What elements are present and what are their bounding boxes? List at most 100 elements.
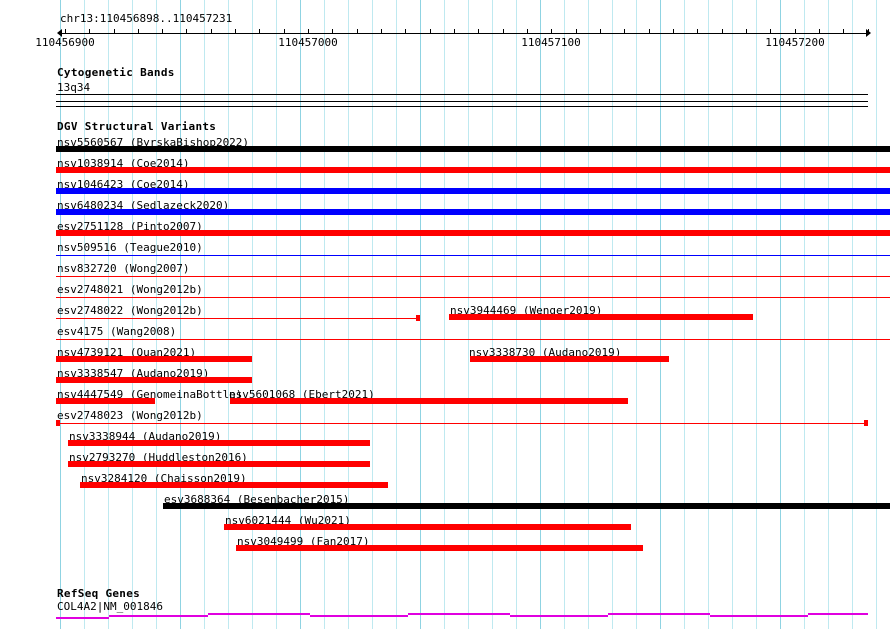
gene-label-col4a2[interactable]: COL4A2|NM_001846 xyxy=(57,600,163,613)
variant-label[interactable]: esv2748023 (Wong2012b) xyxy=(57,409,203,422)
cytoband-bar[interactable] xyxy=(56,94,868,95)
variant-label[interactable]: nsv3944469 (Wenger2019) xyxy=(450,304,603,317)
axis-tick xyxy=(138,29,139,34)
variant-label[interactable]: nsv3284120 (Chaisson2019) xyxy=(81,472,247,485)
variant-bar[interactable] xyxy=(230,398,628,404)
axis-tick-label: 110457000 xyxy=(278,36,338,49)
gene-segment[interactable] xyxy=(310,615,408,617)
axis-tick xyxy=(697,29,698,34)
axis-tick xyxy=(624,29,625,34)
axis-tick xyxy=(454,29,455,34)
variant-line[interactable] xyxy=(56,276,890,277)
variant-endpoint-marker[interactable] xyxy=(56,420,60,426)
variant-line[interactable] xyxy=(56,297,890,298)
axis-tick xyxy=(235,29,236,34)
axis-tick xyxy=(551,29,552,34)
variant-bar[interactable] xyxy=(470,356,669,362)
variant-bar[interactable] xyxy=(224,524,631,530)
variant-endpoint-marker[interactable] xyxy=(864,420,868,426)
variant-endpoint-marker[interactable] xyxy=(416,315,420,321)
axis-tick xyxy=(89,29,90,34)
axis-tick xyxy=(381,29,382,34)
gridline xyxy=(876,0,877,629)
variant-bar[interactable] xyxy=(56,377,252,383)
gene-segment[interactable] xyxy=(208,613,310,615)
axis-tick xyxy=(284,29,285,34)
variant-label[interactable]: nsv4447549 (GenomeinaBottle) xyxy=(57,388,243,401)
variant-bar[interactable] xyxy=(56,209,890,215)
variant-bar[interactable] xyxy=(236,545,643,551)
variant-label[interactable]: esv2748021 (Wong2012b) xyxy=(57,283,203,296)
axis-line xyxy=(60,33,870,34)
axis-tick xyxy=(114,29,115,34)
track-title-dgv-structural-variants: DGV Structural Variants xyxy=(57,120,217,133)
variant-label[interactable]: nsv4739121 (Quan2021) xyxy=(57,346,197,359)
cytoband-label-13q34[interactable]: 13q34 xyxy=(57,81,91,94)
axis-tick xyxy=(868,29,869,34)
axis-tick xyxy=(478,29,479,34)
variant-line[interactable] xyxy=(56,255,890,256)
axis-tick xyxy=(770,29,771,34)
variant-label[interactable]: nsv6021444 (Wu2021) xyxy=(225,514,351,527)
variant-bar[interactable] xyxy=(449,314,753,320)
gene-segment[interactable] xyxy=(408,613,510,615)
axis-tick xyxy=(211,29,212,34)
variant-bar[interactable] xyxy=(56,146,890,152)
variant-line[interactable] xyxy=(56,339,890,340)
axis-tick xyxy=(819,29,820,34)
variant-label[interactable]: nsv3338547 (Audano2019) xyxy=(57,367,210,380)
gene-segment[interactable] xyxy=(109,615,208,617)
variant-label[interactable]: nsv1038914 (Coe2014) xyxy=(57,157,190,170)
axis-tick xyxy=(600,29,601,34)
variant-bar[interactable] xyxy=(56,230,890,236)
axis-tick xyxy=(503,29,504,34)
gene-segment[interactable] xyxy=(710,615,808,617)
gene-segment[interactable] xyxy=(808,613,868,615)
axis-tick xyxy=(259,29,260,34)
variant-line[interactable] xyxy=(56,423,868,424)
variant-bar[interactable] xyxy=(56,356,252,362)
gene-segment[interactable] xyxy=(510,615,608,617)
axis-tick xyxy=(673,29,674,34)
variant-bar[interactable] xyxy=(56,398,155,404)
variant-label[interactable]: nsv6480234 (Sedlazeck2020) xyxy=(57,199,230,212)
variant-label[interactable]: nsv5601068 (Ebert2021) xyxy=(229,388,375,401)
variant-label[interactable]: esv2748022 (Wong2012b) xyxy=(57,304,203,317)
variant-label[interactable]: esv3688364 (Besenbacher2015) xyxy=(164,493,350,506)
variant-label[interactable]: nsv2793270 (Huddleston2016) xyxy=(69,451,248,464)
axis-tick xyxy=(746,29,747,34)
variant-label[interactable]: nsv3338944 (Audano2019) xyxy=(69,430,222,443)
coordinate-ruler[interactable]: chr13:110456898..110457231 110456900 1104… xyxy=(0,0,890,54)
variant-bar[interactable] xyxy=(163,503,890,509)
axis-tick-label: 110457200 xyxy=(765,36,825,49)
variant-label[interactable]: nsv3338730 (Audano2019) xyxy=(469,346,622,359)
axis-tick xyxy=(357,29,358,34)
axis-arrow-left-icon[interactable] xyxy=(57,29,62,37)
variant-bar[interactable] xyxy=(68,440,370,446)
axis-tick xyxy=(65,29,66,34)
axis-tick xyxy=(649,29,650,34)
gene-segment[interactable] xyxy=(608,613,710,615)
variant-label[interactable]: esv4175 (Wang2008) xyxy=(57,325,177,338)
variant-label[interactable]: nsv1046423 (Coe2014) xyxy=(57,178,190,191)
track-separator-upper xyxy=(56,101,868,102)
variant-label[interactable]: nsv5560567 (ByrskaBishop2022) xyxy=(57,136,250,149)
variant-bar[interactable] xyxy=(56,188,890,194)
axis-tick xyxy=(722,29,723,34)
axis-tick xyxy=(527,29,528,34)
variant-label[interactable]: nsv832720 (Wong2007) xyxy=(57,262,190,275)
axis-tick-label: 110456900 xyxy=(35,36,95,49)
axis-tick xyxy=(332,29,333,34)
region-coordinate-label: chr13:110456898..110457231 xyxy=(60,12,233,25)
variant-line[interactable] xyxy=(56,318,420,319)
track-separator-lower xyxy=(56,106,868,107)
variant-label[interactable]: nsv509516 (Teague2010) xyxy=(57,241,203,254)
variant-bar[interactable] xyxy=(80,482,388,488)
variant-label[interactable]: nsv3049499 (Fan2017) xyxy=(237,535,370,548)
variant-label[interactable]: esv2751128 (Pinto2007) xyxy=(57,220,203,233)
gene-segment[interactable] xyxy=(56,617,109,619)
variant-bar[interactable] xyxy=(56,167,890,173)
variant-bar[interactable] xyxy=(68,461,370,467)
axis-tick xyxy=(843,29,844,34)
